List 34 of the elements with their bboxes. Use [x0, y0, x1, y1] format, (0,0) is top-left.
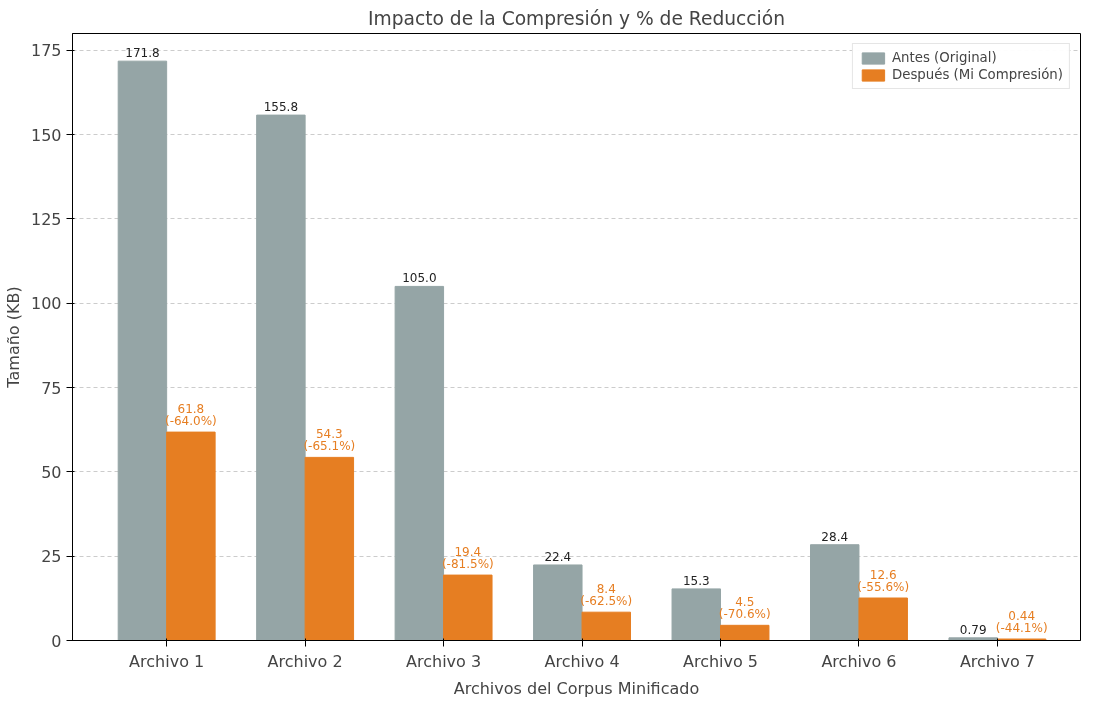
data-label: 22.4 [544, 549, 572, 564]
y-tick-label: 75 [41, 378, 62, 398]
legend-label: Después (Mi Compresión) [891, 67, 1063, 82]
y-tick-label: 150 [30, 125, 62, 145]
data-label: 12.6 (-55.6%) [857, 568, 910, 595]
y-tick-label: 100 [30, 294, 62, 314]
chart-title: Impacto de la Compresión y % de Reducción [367, 7, 786, 29]
data-label: 54.3 (-65.1%) [303, 427, 356, 454]
data-label: 8.4 (-62.5%) [580, 582, 633, 609]
x-tick-label: Archivo 3 [406, 651, 482, 671]
x-tick-label: Archivo 5 [682, 651, 759, 671]
x-tick-label: Archivo 1 [129, 651, 205, 671]
y-axis-title: Tamaño (KB) [3, 286, 23, 389]
y-tick-label: 125 [30, 209, 62, 229]
data-label: 61.8 (-64.0%) [164, 402, 217, 429]
x-tick-label: Archivo 2 [267, 651, 343, 671]
y-tick-label: 175 [30, 41, 62, 61]
x-axis-title: Archivos del Corpus Minificado [453, 678, 700, 698]
y-tick-label: 0 [51, 631, 62, 651]
data-label: 0.79 [959, 622, 987, 637]
y-tick-label: 50 [41, 462, 62, 482]
x-tick-label: Archivo 4 [544, 651, 620, 671]
data-label: 155.8 [263, 100, 299, 115]
data-label: 105.0 [402, 271, 437, 286]
y-tick-label: 25 [41, 547, 62, 567]
x-tick-label: Archivo 7 [959, 651, 1035, 671]
legend-label: Antes (Original) [891, 50, 997, 65]
data-label: 171.8 [125, 46, 160, 61]
data-label: 28.4 [821, 529, 849, 544]
data-label: 0.44 (-44.1%) [995, 609, 1048, 636]
data-label: 15.3 [682, 573, 710, 588]
x-tick-label: Archivo 6 [821, 651, 897, 671]
data-label: 19.4 (-81.5%) [441, 545, 494, 572]
data-label: 4.5 (-70.6%) [718, 595, 771, 622]
